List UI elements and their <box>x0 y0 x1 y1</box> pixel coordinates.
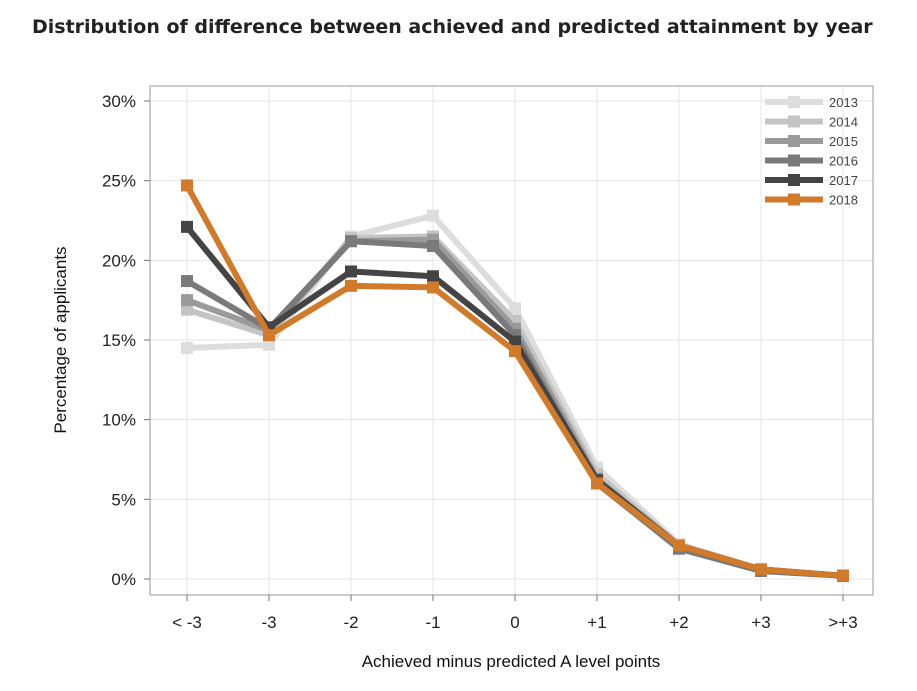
x-tick-label: -2 <box>343 613 358 632</box>
data-point-2017 <box>345 265 357 278</box>
data-point-2013 <box>427 209 439 222</box>
legend-entry: 2015 <box>765 134 858 149</box>
data-point-2018 <box>181 179 193 192</box>
legend-marker <box>788 115 800 128</box>
y-axis-title: Percentage of applicants <box>51 246 70 433</box>
legend-label: 2015 <box>829 134 858 149</box>
page-title: Distribution of difference between achie… <box>32 16 873 38</box>
legend-label: 2018 <box>829 193 858 208</box>
data-point-2018 <box>263 329 275 342</box>
x-tick-label: +3 <box>751 613 770 632</box>
x-tick-label: +2 <box>669 613 688 632</box>
data-point-2018 <box>427 281 439 294</box>
legend-entry: 2018 <box>765 193 858 208</box>
data-point-2016 <box>345 235 357 248</box>
legend-label: 2013 <box>829 95 858 110</box>
data-point-2013 <box>509 302 521 315</box>
data-point-2018 <box>673 539 685 552</box>
y-axis-ticks: 0% 5% 10% 15% 20% 25% 30% <box>102 92 150 589</box>
legend-entry: 2017 <box>765 173 858 188</box>
data-point-2018 <box>591 477 603 490</box>
data-point-2018 <box>755 563 767 576</box>
data-point-2013 <box>263 338 275 351</box>
data-point-2017 <box>427 270 439 283</box>
y-tick-label: 30% <box>102 92 136 111</box>
data-point-2016 <box>427 239 439 252</box>
x-tick-label: +1 <box>587 613 606 632</box>
x-tick-label: -1 <box>425 613 440 632</box>
data-point-2014 <box>181 303 193 316</box>
data-point-2017 <box>181 220 193 233</box>
data-point-2016 <box>181 275 193 288</box>
legend-marker <box>788 174 800 186</box>
legend-entry: 2013 <box>765 95 858 110</box>
legend-marker <box>788 193 800 206</box>
legend-label: 2016 <box>829 154 858 169</box>
legend: 2013 2014 2015 2016 2017 2018 <box>765 95 858 208</box>
data-point-2018 <box>837 569 849 582</box>
data-point-2015 <box>181 294 193 307</box>
legend-label: 2014 <box>829 115 858 130</box>
x-tick-label: >+3 <box>828 613 857 632</box>
series-2018 <box>181 179 849 582</box>
series-lines <box>181 179 849 582</box>
legend-marker <box>788 154 800 167</box>
y-tick-label: 20% <box>102 251 136 270</box>
legend-label: 2017 <box>829 173 858 188</box>
legend-marker <box>788 96 800 108</box>
x-tick-label: < -3 <box>172 613 202 632</box>
legend-entry: 2014 <box>765 115 858 130</box>
y-tick-label: 10% <box>102 411 136 430</box>
x-tick-label: 0 <box>510 613 519 632</box>
x-axis-ticks: < -3 -3 -2 -1 0 +1 +2 +3 >+3 <box>172 595 858 632</box>
legend-marker <box>788 135 800 147</box>
y-tick-label: 5% <box>111 490 136 509</box>
data-point-2018 <box>509 345 521 358</box>
x-tick-label: -3 <box>261 613 276 632</box>
data-point-2017 <box>509 335 521 348</box>
y-tick-label: 0% <box>111 570 136 589</box>
legend-entry: 2016 <box>765 154 858 169</box>
y-tick-label: 15% <box>102 331 136 350</box>
data-point-2018 <box>345 279 357 292</box>
x-axis-title: Achieved minus predicted A level points <box>362 652 661 671</box>
y-tick-label: 25% <box>102 172 136 191</box>
data-point-2013 <box>181 341 193 354</box>
